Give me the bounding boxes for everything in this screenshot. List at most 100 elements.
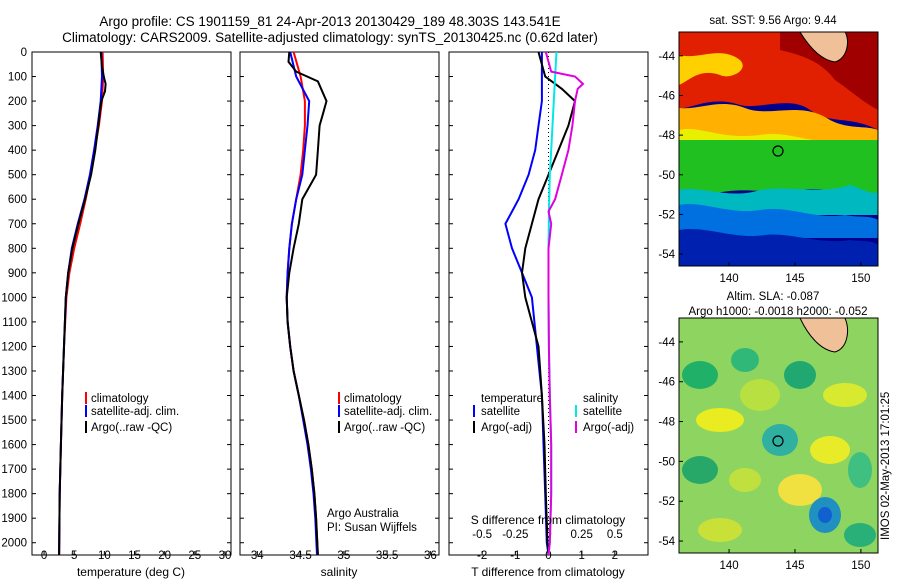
temperature-legend: climatology satellite-adj. clim. Argo(..… xyxy=(85,392,179,434)
t-difference-tick-label: -1 xyxy=(510,550,520,562)
salinity-tick-label: 34.5 xyxy=(289,550,311,562)
salinity-tick-label: 36 xyxy=(424,550,437,562)
sst-map-frame xyxy=(678,31,879,267)
sst-argo-location-marker xyxy=(772,145,784,157)
sla-lon-tick-label: 140 xyxy=(719,560,738,572)
depth-tick-label: 1900 xyxy=(1,513,27,525)
depth-tick-label: 0 xyxy=(21,47,27,59)
salinity-tick-label: 35.5 xyxy=(376,550,398,562)
salinity-plot-frame xyxy=(239,51,440,556)
sla-lon-tick-label: 150 xyxy=(851,560,870,572)
legend-label-climatology: climatology xyxy=(344,393,402,405)
salinity-legend: climatology satellite-adj. clim. Argo(..… xyxy=(327,392,432,534)
sla-lat-tick-label: -52 xyxy=(658,496,675,508)
sla-argo-location-marker xyxy=(772,435,784,447)
sla-map-image xyxy=(679,318,878,553)
depth-tick-label: 1000 xyxy=(1,292,27,304)
sst-lat-tick-label: -52 xyxy=(658,209,675,221)
legend-label-t-satellite: satellite xyxy=(481,406,520,418)
sst-lat-tick-label: -54 xyxy=(658,249,675,261)
sst-lon-tick-label: 145 xyxy=(785,273,804,285)
s-difference-argo-series xyxy=(544,51,585,556)
temperature-tick-label: 10 xyxy=(98,550,111,562)
temperature-plot-frame xyxy=(31,51,232,556)
s-difference-tick-label: 0.25 xyxy=(570,529,592,541)
temperature-tick-label: 30 xyxy=(219,550,232,562)
depth-tick-label: 1300 xyxy=(1,366,27,378)
depth-tick-label: 700 xyxy=(8,219,27,231)
depth-tick-label: 1700 xyxy=(1,464,27,476)
sst-lon-tick-label: 150 xyxy=(851,273,870,285)
depth-tick-label: 200 xyxy=(8,96,27,108)
salinity-series-2 xyxy=(285,51,328,556)
temperature-tick-label: 15 xyxy=(128,550,141,562)
t-difference-tick-label: 2 xyxy=(612,550,618,562)
legend-title-temperature: temperature xyxy=(481,393,543,405)
depth-tick-label: 400 xyxy=(8,145,27,157)
credit-institution: Argo Australia xyxy=(327,508,399,520)
difference-legend: temperature salinity satellite Argo(-adj… xyxy=(473,393,634,434)
legend-label-argo: Argo(..raw -QC) xyxy=(91,422,172,434)
sla-lat-tick-label: -44 xyxy=(658,337,675,349)
temperature-axis-label: temperature (deg C) xyxy=(77,565,185,579)
sla-map-title-1: Altim. SLA: -0.087 xyxy=(727,291,820,303)
legend-label-climatology: climatology xyxy=(91,393,149,405)
depth-tick-label: 800 xyxy=(8,243,27,255)
sla-map-frame xyxy=(678,317,879,554)
depth-tick-label: 1800 xyxy=(1,489,27,501)
depth-tick-label: 900 xyxy=(8,268,27,280)
t-difference-tick-label: 1 xyxy=(578,550,584,562)
credit-pi: PI: Susan Wijffels xyxy=(327,522,417,534)
s-difference-tick-label: -0.25 xyxy=(502,529,528,541)
s-difference-tick-label: 0 xyxy=(545,529,551,541)
salinity-tick-label: 35 xyxy=(337,550,350,562)
salinity-axis-label: salinity xyxy=(321,565,358,579)
depth-tick-label: 100 xyxy=(8,72,27,84)
legend-label-s-satellite: satellite xyxy=(583,406,622,418)
s-difference-axis-label: S difference from climatology xyxy=(471,513,626,527)
sst-lat-tick-label: -44 xyxy=(658,51,675,63)
depth-tick-label: 600 xyxy=(8,194,27,206)
legend-title-salinity: salinity xyxy=(583,393,618,405)
temperature-tick-label: 5 xyxy=(71,550,77,562)
figure-title-line-2: Climatology: CARS2009. Satellite-adjuste… xyxy=(62,30,598,45)
sst-lat-tick-label: -46 xyxy=(658,90,675,102)
sla-lat-tick-label: -50 xyxy=(658,456,675,468)
temperature-tick-label: 20 xyxy=(158,550,171,562)
depth-tick-label: 1100 xyxy=(2,317,27,329)
depth-tick-label: 1200 xyxy=(1,341,27,353)
sla-lat-tick-label: -46 xyxy=(658,377,675,389)
sla-lat-tick-label: -54 xyxy=(658,536,675,548)
sst-map-title: sat. SST: 9.56 Argo: 9.44 xyxy=(709,15,837,27)
depth-tick-label: 1600 xyxy=(1,440,27,452)
sst-lat-tick-label: -50 xyxy=(658,170,675,182)
s-difference-tick-label: 0.5 xyxy=(607,529,623,541)
temperature-series-2 xyxy=(58,51,107,556)
sst-lon-tick-label: 140 xyxy=(719,273,738,285)
depth-tick-label: 1400 xyxy=(1,391,27,403)
depth-tick-label: 500 xyxy=(8,170,27,182)
depth-tick-label: 1500 xyxy=(1,415,27,427)
depth-tick-label: 300 xyxy=(8,121,27,133)
sla-map-title-2: Argo h1000: -0.0018 h2000: -0.052 xyxy=(688,306,867,318)
sla-lat-tick-label: -48 xyxy=(658,417,675,429)
s-difference-tick-label: -0.5 xyxy=(472,529,492,541)
depth-tick-label: 2000 xyxy=(1,538,27,550)
t-difference-tick-label: -2 xyxy=(477,550,487,562)
legend-label-t-argo: Argo(-adj) xyxy=(481,422,532,434)
salinity-tick-label: 34 xyxy=(251,550,264,562)
t-difference-axis-label: T difference from climatology xyxy=(471,565,625,579)
sla-lon-tick-label: 145 xyxy=(785,560,804,572)
legend-label-satellite: satellite-adj. clim. xyxy=(91,406,179,418)
legend-label-satellite: satellite-adj. clim. xyxy=(344,406,432,418)
figure-title-line-1: Argo profile: CS 1901159_81 24-Apr-2013 … xyxy=(99,14,561,29)
legend-label-argo: Argo(..raw -QC) xyxy=(344,422,425,434)
t-difference-tick-label: 0 xyxy=(545,550,551,562)
temperature-tick-label: 0 xyxy=(41,550,47,562)
imos-timestamp: IMOS 02-May-2013 17:01:25 xyxy=(880,391,892,540)
temperature-tick-label: 25 xyxy=(188,550,201,562)
sst-lat-tick-label: -48 xyxy=(658,130,675,142)
sst-map-image xyxy=(679,32,878,266)
legend-label-s-argo: Argo(-adj) xyxy=(583,422,634,434)
